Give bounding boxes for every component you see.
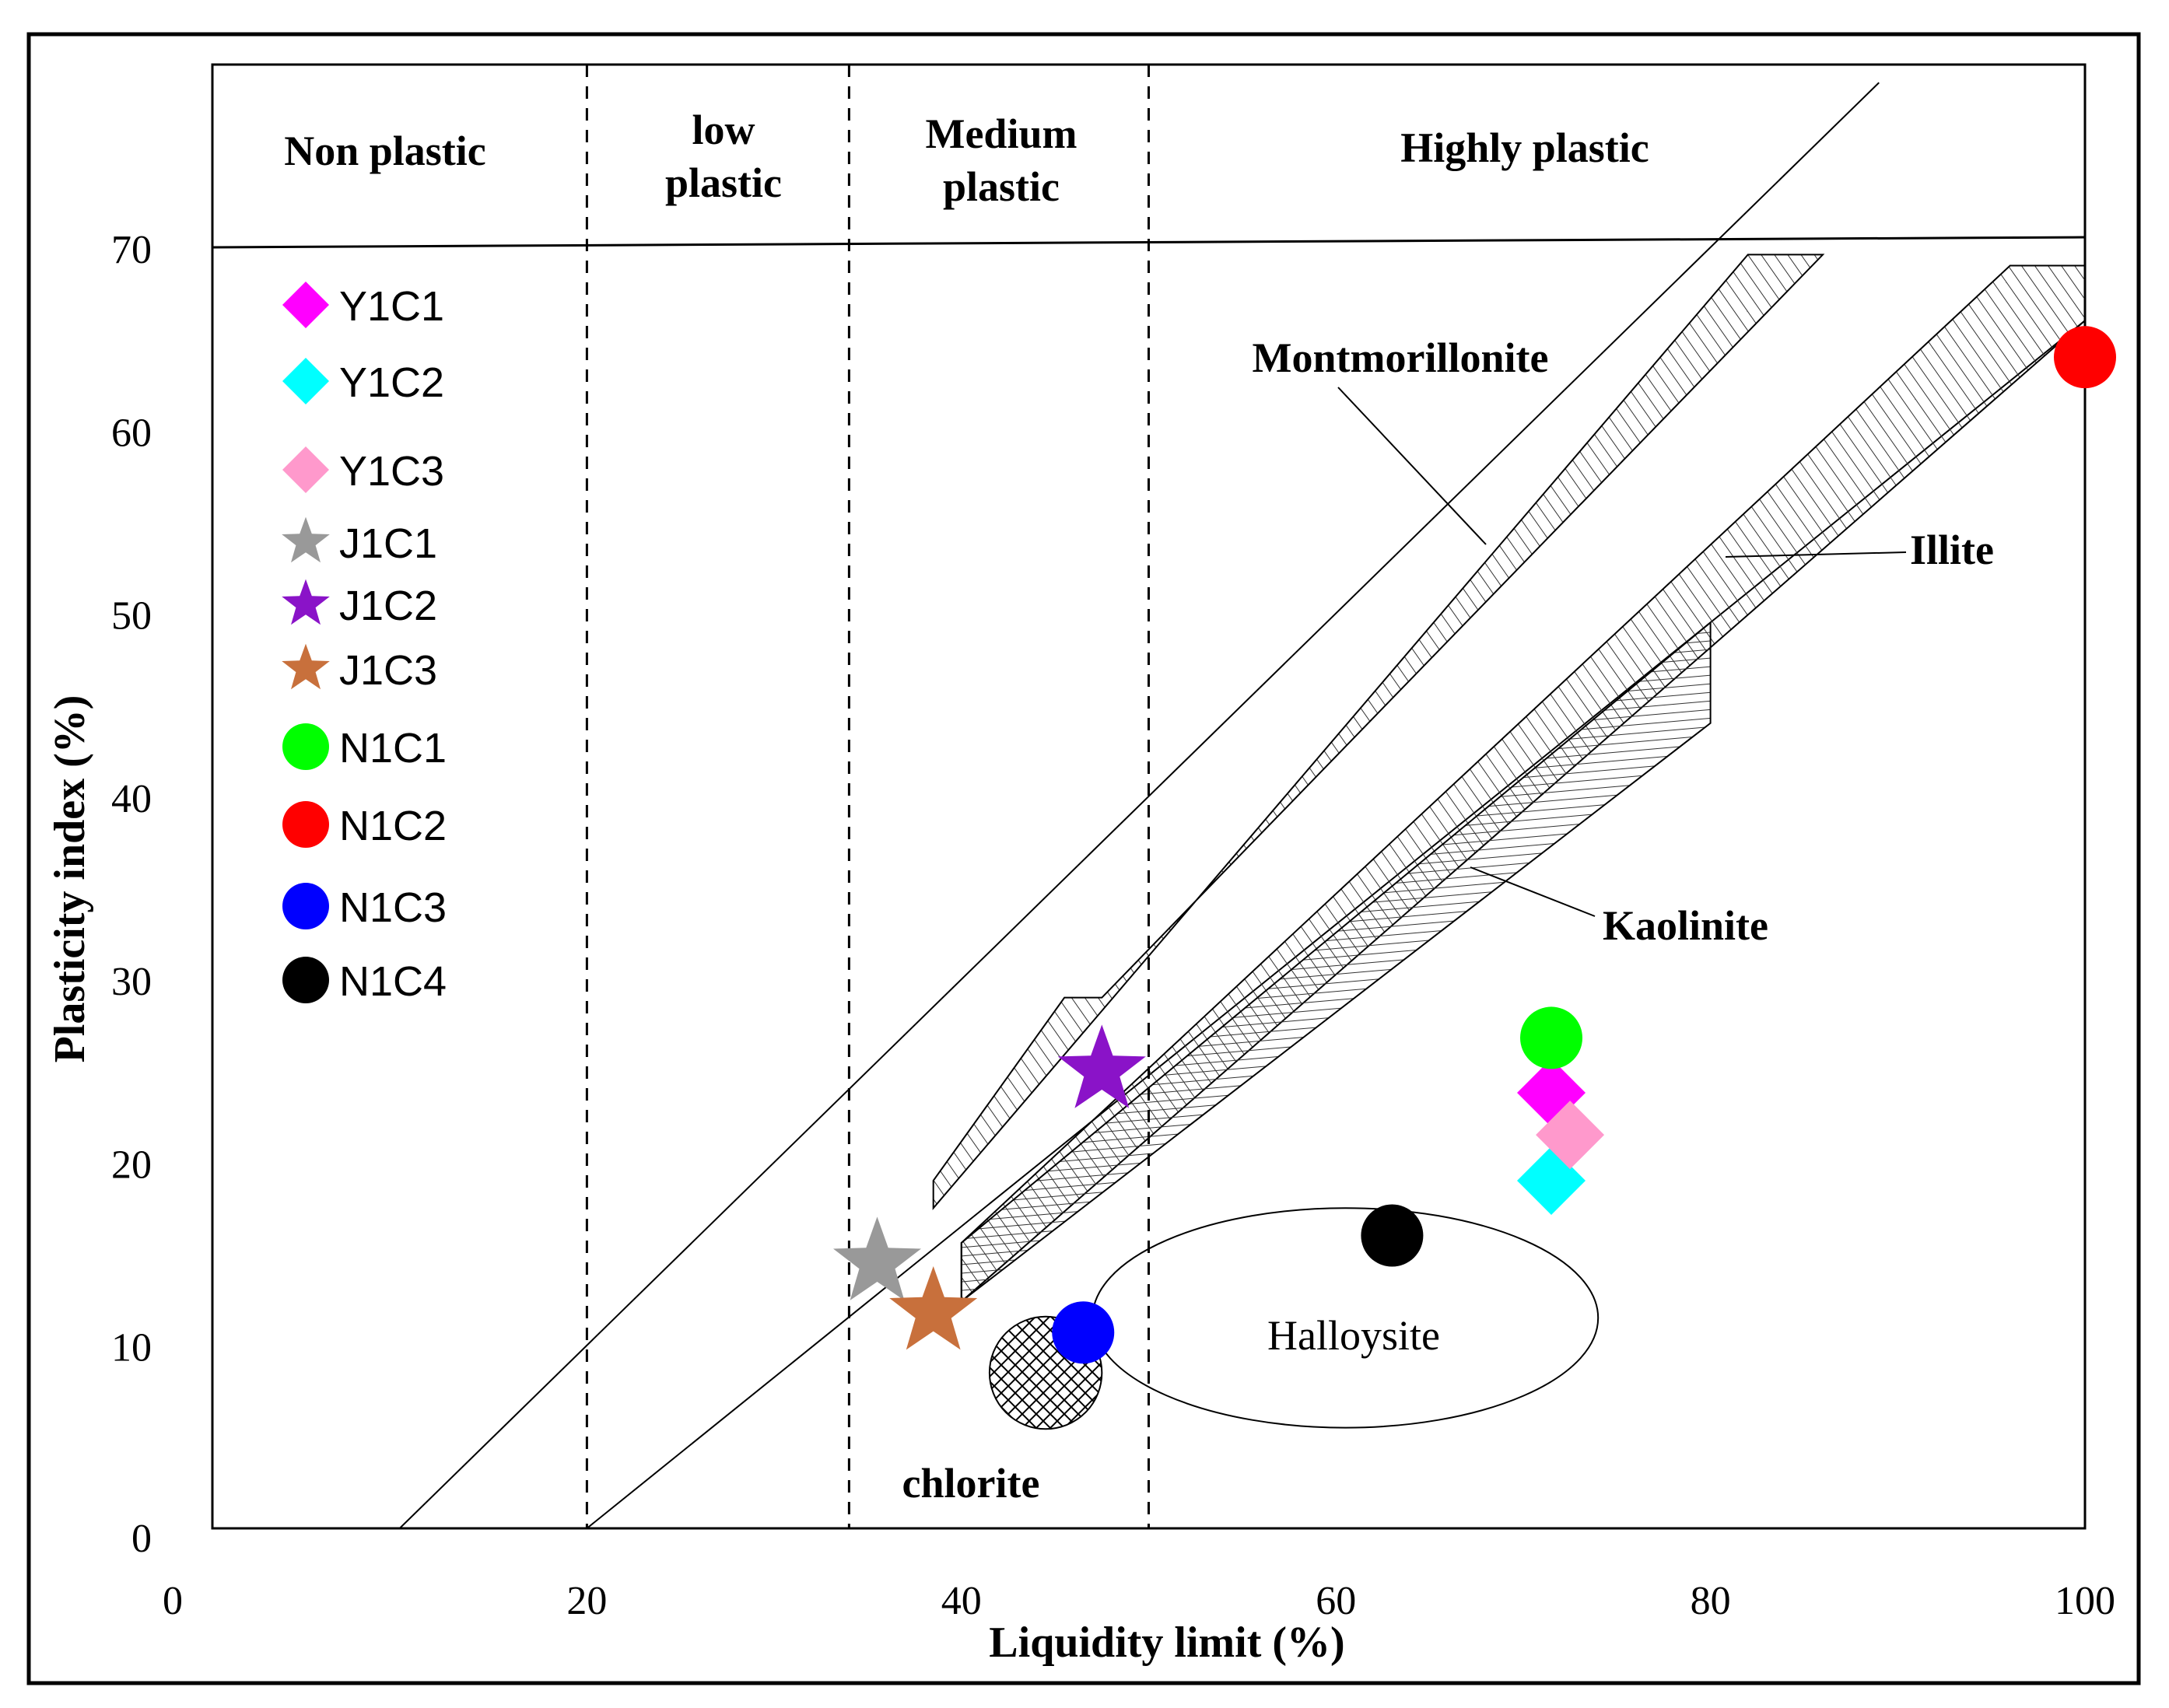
label-chlorite: chlorite (902, 1460, 1040, 1507)
legend-label-y1c3: Y1C3 (339, 448, 444, 495)
y-tick-label: 40 (111, 777, 152, 821)
legend-label-n1c4: N1C4 (339, 958, 447, 1005)
montmorillonite-leader (1337, 387, 1487, 545)
legend-marker-n1c4 (282, 957, 329, 1003)
x-axis-label: Liquidity limit (%) (989, 1619, 1344, 1667)
point-n1c4 (1361, 1204, 1424, 1267)
y-tick-label: 50 (111, 594, 152, 639)
zone-label-highly-plastic: Highly plastic (1400, 124, 1649, 171)
x-tick-label: 60 (1316, 1579, 1356, 1623)
x-tick-label: 0 (163, 1579, 183, 1623)
x-tick-label: 40 (941, 1579, 982, 1623)
y-axis-label: Plasticity index (%) (46, 695, 94, 1063)
kaolinite-leader (1470, 866, 1596, 917)
mineral-zones (932, 254, 2086, 1430)
point-n1c3 (1052, 1301, 1115, 1364)
legend-marker-j1c2 (282, 579, 330, 625)
point-n1c2 (2054, 326, 2116, 389)
zone-label-medium-plastic: Medium plastic (926, 110, 1077, 210)
legend-label-y1c2: Y1C2 (339, 359, 444, 406)
label-illite: Illite (1910, 527, 1994, 573)
y-tick-labels: 0 10 20 30 40 50 60 70 (111, 228, 152, 1561)
x-tick-labels: 0 20 40 60 80 100 (163, 1579, 2115, 1623)
legend-label-n1c3: N1C3 (339, 884, 447, 931)
legend-label-j1c2: J1C2 (339, 583, 437, 629)
zone-dividers (585, 65, 1150, 1528)
legend-marker-j1c3 (282, 643, 330, 690)
legend-marker-n1c1 (282, 723, 329, 770)
legend-marker-y1c2 (282, 358, 329, 404)
label-halloysite: Halloysite (1267, 1312, 1440, 1359)
x-tick-label: 100 (2055, 1579, 2115, 1623)
x-tick-label: 20 (566, 1579, 607, 1623)
legend-marker-j1c1 (282, 516, 330, 563)
point-j1c3 (889, 1266, 978, 1350)
y-tick-label: 60 (111, 411, 152, 455)
legend-label-n1c1: N1C1 (339, 725, 447, 772)
legend-label-j1c3: J1C3 (339, 647, 437, 694)
data-markers (833, 326, 2116, 1364)
legend-marker-y1c3 (282, 446, 329, 493)
legend-label-j1c1: J1C1 (339, 520, 437, 567)
kaolinite-zone (960, 621, 1712, 1304)
y-tick-label: 10 (111, 1326, 152, 1370)
legend-label-y1c1: Y1C1 (339, 283, 444, 330)
y-tick-label: 0 (131, 1517, 152, 1561)
point-n1c1 (1520, 1006, 1583, 1069)
leader-lines (1337, 387, 1907, 917)
legend: Y1C1 Y1C2 Y1C3 J1C1 J1C2 J1C3 N1C1 N1C2 N1C3 N1C4 (282, 282, 447, 1005)
y-tick-label: 30 (111, 960, 152, 1004)
x-tick-label: 80 (1691, 1579, 1731, 1623)
zone-label-non-plastic: Non plastic (284, 128, 486, 174)
zone-label-low-plastic: low plastic (665, 107, 782, 206)
legend-label-n1c2: N1C2 (339, 803, 447, 849)
legend-marker-n1c2 (282, 801, 329, 848)
montmorillonite-zone (932, 254, 1825, 1210)
legend-marker-y1c1 (282, 282, 329, 328)
y-tick-label: 70 (111, 228, 152, 272)
reference-line-1 (399, 82, 1880, 1529)
y-tick-label: 20 (111, 1143, 152, 1187)
label-kaolinite: Kaolinite (1603, 902, 1768, 949)
legend-marker-n1c3 (282, 883, 329, 929)
point-j1c2 (1057, 1024, 1146, 1108)
illite-leader (1725, 551, 1907, 558)
outer-frame (26, 32, 2141, 1685)
point-y1c3 (1536, 1101, 1605, 1170)
label-montmorillonite: Montmorillonite (1253, 334, 1549, 381)
reference-lines (399, 82, 2086, 1529)
point-j1c1 (833, 1216, 921, 1300)
